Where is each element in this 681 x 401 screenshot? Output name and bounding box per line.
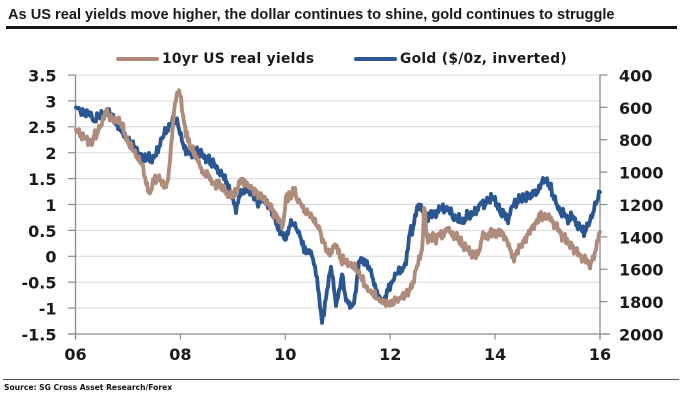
real-yields-line-swatch (116, 57, 159, 61)
y-right-tick-label: 2000 (619, 325, 664, 344)
y-right-tick-label: 400 (619, 66, 652, 85)
y-right-tick-label: 1400 (619, 228, 664, 247)
y-left-tick-label: -1 (39, 300, 57, 319)
y-right-tick-label: 1800 (619, 293, 664, 312)
y-left-tick-label: 0.5 (28, 222, 56, 241)
chart-title: As US real yields move higher, the dolla… (8, 7, 615, 23)
y-left-tick-label: 1 (45, 196, 56, 215)
y-right-tick-label: 1600 (619, 261, 664, 280)
series-line-real-yields (74, 88, 602, 309)
gold-legend-label: Gold ($/0z, inverted) (400, 51, 567, 67)
x-tick-label: 08 (169, 345, 191, 364)
chart-legend: 10yr US real yields Gold ($/0z, inverted… (0, 50, 681, 70)
series-line-gold (74, 105, 602, 325)
x-tick-label: 10 (274, 345, 296, 364)
x-tick-label: 14 (484, 345, 506, 364)
y-right-tick-label: 600 (619, 99, 652, 118)
y-right-tick-label: 1200 (619, 196, 664, 215)
y-left-tick-label: 1.5 (28, 170, 56, 189)
y-left-tick-label: -1.5 (22, 325, 57, 344)
x-tick-label: 12 (379, 345, 401, 364)
y-left-tick-label: 2 (45, 144, 56, 163)
source-note: Source: SG Cross Asset Research/Forex (4, 383, 173, 392)
x-tick-label: 16 (589, 345, 611, 364)
title-underline (6, 26, 677, 29)
y-left-tick-label: -0.5 (22, 274, 57, 293)
y-left-tick-label: 3 (45, 92, 56, 111)
y-left-tick-label: 2.5 (28, 118, 56, 137)
y-left-tick-label: 0 (45, 248, 56, 267)
y-right-tick-label: 1000 (619, 164, 664, 183)
real-yields-legend-label: 10yr US real yields (162, 51, 315, 67)
x-tick-label: 06 (64, 345, 86, 364)
gold-line-swatch (354, 57, 397, 61)
y-right-tick-label: 800 (619, 131, 652, 150)
source-divider (3, 378, 679, 380)
y-left-tick-label: 3.5 (28, 66, 56, 85)
